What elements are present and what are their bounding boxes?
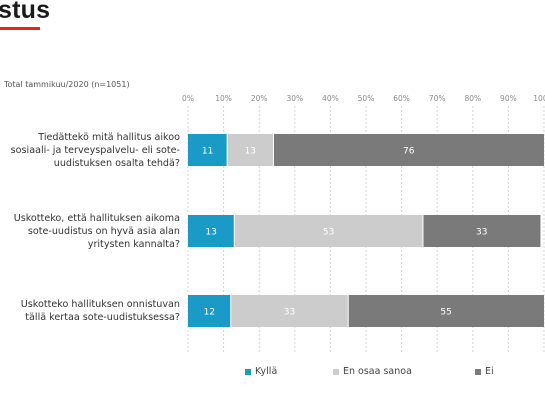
bar-segment <box>273 134 544 166</box>
legend-swatch <box>245 368 251 375</box>
bar-segment <box>188 134 228 166</box>
legend-label: Kyllä <box>255 366 278 377</box>
question-label-line: Uskotteko hallituksen onnistuvan <box>20 299 180 310</box>
legend-swatch <box>333 368 339 375</box>
x-tick-label: 0% <box>182 94 194 103</box>
x-tick-label: 50% <box>357 94 375 103</box>
x-tick-label: 10% <box>215 94 232 103</box>
page-title: stus <box>0 0 51 24</box>
question-label: Uskotteko hallituksen onnistuvan tällä ke… <box>0 298 180 324</box>
data-label: 13 <box>245 147 256 157</box>
x-tick-label: 100% <box>533 94 545 103</box>
data-label: 33 <box>284 308 295 318</box>
legend-item: Ei <box>475 366 494 377</box>
question-label-line: Tiedättekö mitä hallitus aikoo <box>38 131 180 143</box>
legend-swatch <box>475 368 481 375</box>
x-tick-label: 90% <box>500 94 517 103</box>
legend-item: En osaa sanoa <box>333 366 412 377</box>
legend-label: Ei <box>485 366 494 377</box>
data-label: 33 <box>476 228 487 238</box>
x-tick-label: 30% <box>286 94 304 103</box>
bar-segment <box>188 295 231 327</box>
question-label: Uskotteko, että hallituksen aikoma sote-u… <box>0 212 180 251</box>
x-tick-label: 70% <box>428 94 446 103</box>
x-tick-label: 40% <box>322 94 339 103</box>
data-label: 12 <box>204 308 215 318</box>
x-tick-label: 60% <box>393 94 410 103</box>
bar-segment <box>230 295 349 327</box>
data-label: 53 <box>323 228 334 238</box>
bar-segment <box>234 215 423 247</box>
bar-segment <box>227 134 274 166</box>
x-tick-label: 20% <box>250 94 268 103</box>
question-label-line: tällä kertaa sote-uudistuksessa? <box>25 312 180 323</box>
data-label: 76 <box>403 147 415 157</box>
data-label: 55 <box>440 308 451 318</box>
x-tick-label: 80% <box>464 94 482 103</box>
bar-segment <box>422 215 541 247</box>
title-underline <box>0 27 40 30</box>
question-label-line: uudistuksen osalta tehdä? <box>53 157 180 169</box>
question-label-line: sote-uudistus on hyvä asia alan <box>27 225 180 237</box>
data-label: 13 <box>205 228 216 238</box>
question-label: Tiedättekö mitä hallitus aikoo sosiaali- … <box>0 131 180 170</box>
question-label-line: yritysten kannalta? <box>87 238 180 250</box>
question-label-line: sosiaali- ja terveyspalvelu- eli sote- <box>10 144 180 156</box>
bar-segment <box>188 215 235 247</box>
legend-item: Kyllä <box>245 366 277 377</box>
data-label: 11 <box>202 147 213 157</box>
question-label-line: Uskotteko, että hallituksen aikoma <box>13 212 180 224</box>
chart-subtitle: Total tammikuu/2020 (n=1051) <box>4 80 130 89</box>
legend-label: En osaa sanoa <box>343 366 412 377</box>
bar-segment <box>348 295 544 327</box>
